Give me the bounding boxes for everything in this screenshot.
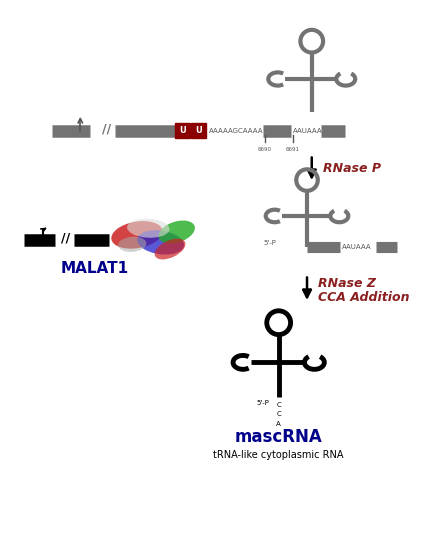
Ellipse shape bbox=[111, 221, 163, 248]
Text: 6690: 6690 bbox=[257, 147, 271, 152]
FancyBboxPatch shape bbox=[175, 123, 190, 139]
Text: //: // bbox=[61, 231, 71, 244]
Text: 5'-P: 5'-P bbox=[257, 400, 269, 406]
Ellipse shape bbox=[159, 221, 195, 244]
Text: //: // bbox=[102, 123, 111, 136]
Text: AAUAAA: AAUAAA bbox=[293, 128, 323, 134]
Ellipse shape bbox=[155, 239, 185, 260]
Text: AAAAAGCAAAA: AAAAAGCAAAA bbox=[209, 128, 263, 134]
Ellipse shape bbox=[118, 237, 146, 252]
Text: AAUAAA: AAUAAA bbox=[342, 244, 371, 251]
Text: CCA Addition: CCA Addition bbox=[318, 290, 410, 304]
Ellipse shape bbox=[137, 230, 184, 255]
Ellipse shape bbox=[127, 219, 170, 238]
Text: RNase P: RNase P bbox=[323, 162, 381, 175]
Text: 6691: 6691 bbox=[286, 147, 300, 152]
Text: RNase Z: RNase Z bbox=[318, 278, 377, 290]
Text: C: C bbox=[276, 402, 281, 408]
Text: U: U bbox=[195, 126, 202, 135]
Text: MALAT1: MALAT1 bbox=[60, 261, 128, 276]
Text: C: C bbox=[276, 411, 281, 417]
FancyBboxPatch shape bbox=[191, 123, 206, 139]
Text: tRNA-like cytoplasmic RNA: tRNA-like cytoplasmic RNA bbox=[213, 449, 344, 459]
Text: 5'-P: 5'-P bbox=[264, 240, 277, 246]
Text: U: U bbox=[179, 126, 186, 135]
Text: mascRNA: mascRNA bbox=[235, 429, 323, 447]
Text: A: A bbox=[276, 421, 281, 426]
